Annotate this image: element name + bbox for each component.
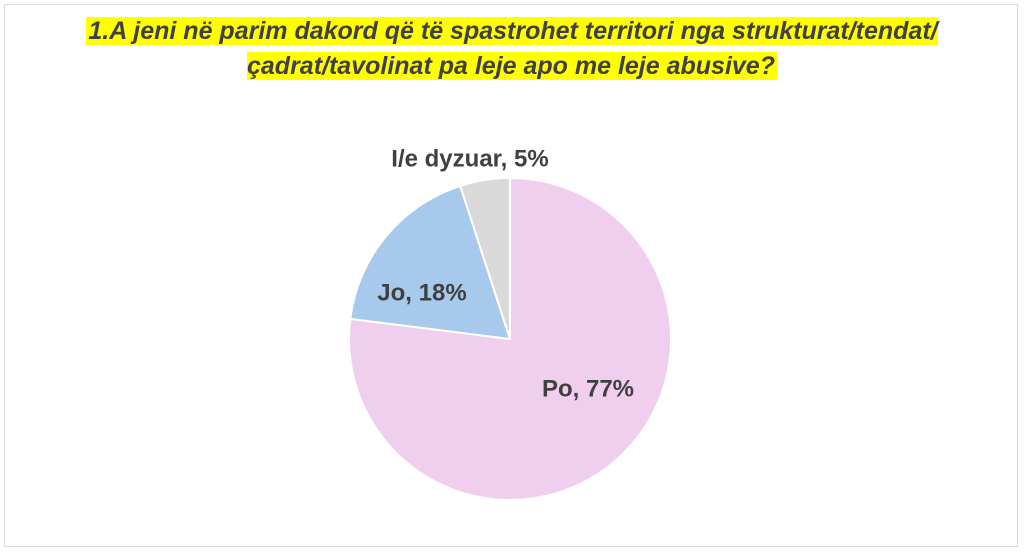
slice-jo: [349, 184, 512, 341]
slice-dyzuar: [458, 176, 511, 340]
label-po: Po, 77%: [542, 375, 634, 402]
label-dyzuar: I/e dyzuar, 5%: [391, 145, 548, 172]
label-jo: Jo, 18%: [377, 279, 466, 306]
chart-title: 1.A jeni në parim dakord që të spastrohe…: [80, 14, 944, 84]
